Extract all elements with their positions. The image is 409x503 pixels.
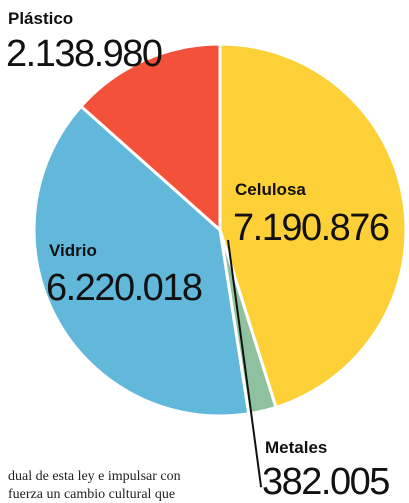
article-text-line-1: dual de esta ley e impulsar con (8, 469, 181, 484)
metales-leader-line (227, 239, 263, 488)
label-vidrio: Vidrio (49, 241, 97, 260)
value-plastico: 2.138.980 (6, 33, 162, 75)
pie-slice-vidrio (32, 104, 251, 418)
value-celulosa: 7.190.876 (233, 207, 389, 249)
article-text-line-2: fuerza un cambio cultural que (8, 487, 176, 502)
value-metales: 382.005 (262, 461, 389, 502)
value-vidrio: 6.220.018 (46, 267, 202, 309)
label-celulosa: Celulosa (235, 180, 306, 199)
label-plastico: Plástico (8, 9, 73, 28)
pie-slice-plastico (79, 42, 222, 232)
label-metales: Metales (265, 438, 327, 457)
pie-slice-celulosa (218, 42, 408, 409)
pie-slices (32, 42, 408, 418)
